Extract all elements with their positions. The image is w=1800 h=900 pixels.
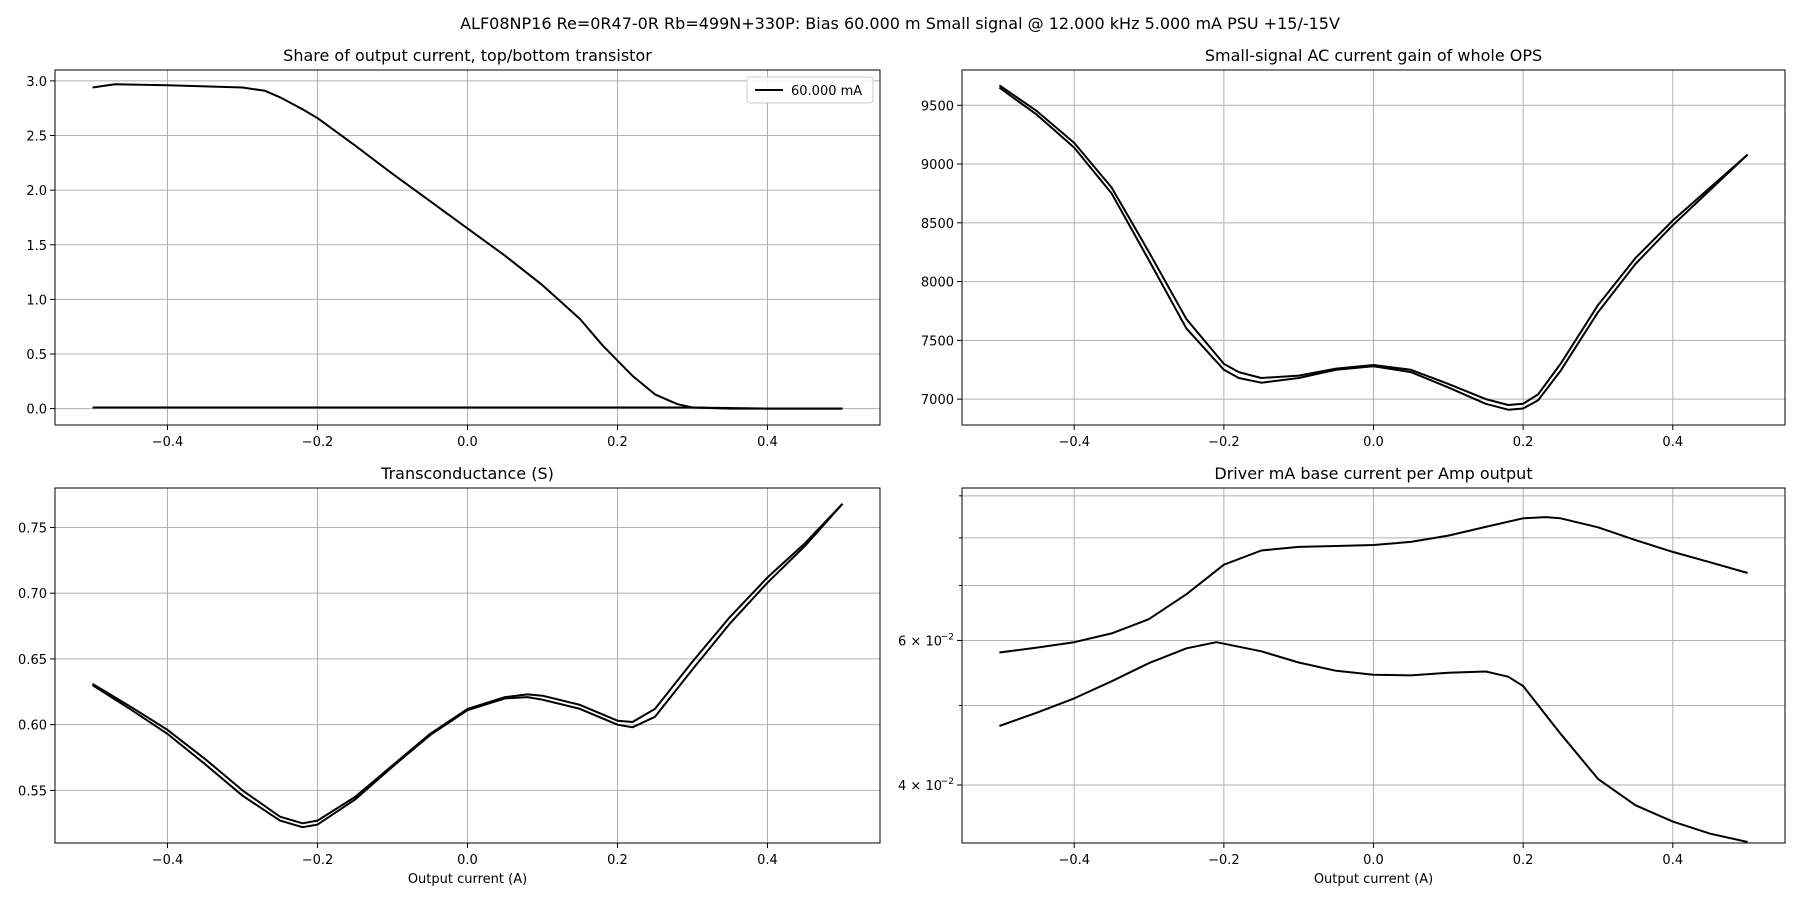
panel-share: −0.4 −0.2 0.0 0.2 0.4 0.0 0.5 1.0 1.5 2.0 2.5 3.0 Sh… xyxy=(26,46,881,450)
x-tick-label: 0.4 xyxy=(1662,435,1683,450)
x-tick-label: −0.2 xyxy=(1208,435,1240,450)
panel-title: Driver mA base current per Amp output xyxy=(1214,464,1532,483)
x-axis-label: Output current (A) xyxy=(1314,872,1433,887)
y-tick-label: 0.75 xyxy=(18,521,47,536)
y-tick-label: 0.70 xyxy=(18,587,47,602)
x-tick-label: 0.2 xyxy=(607,435,628,450)
y-tick-label: 8500 xyxy=(921,217,954,232)
x-tick-label: −0.2 xyxy=(302,853,334,868)
x-axis-label: Output current (A) xyxy=(408,872,527,887)
x-tick-label: −0.4 xyxy=(1058,853,1090,868)
y-tick-label: 0.65 xyxy=(18,653,47,668)
y-tick-label: 2.5 xyxy=(26,130,47,145)
x-tick-label: −0.4 xyxy=(152,435,184,450)
y-tick-label: 1.5 xyxy=(26,239,47,254)
series-line-gain-1 xyxy=(998,86,1749,411)
panel-title: Share of output current, top/bottom tran… xyxy=(283,46,652,65)
y-tick-exponent: −2 xyxy=(941,777,954,787)
series-line-driver-1 xyxy=(999,641,1748,843)
figure-suptitle: ALF08NP16 Re=0R47-0R Rb=499N+330P: Bias … xyxy=(460,14,1340,33)
y-tick-label: 4 × 10 xyxy=(898,779,942,794)
panel-title: Small-signal AC current gain of whole OP… xyxy=(1205,46,1542,65)
x-tick-label: −0.2 xyxy=(1208,853,1240,868)
x-tick-label: 0.0 xyxy=(1363,435,1384,450)
panel-gm: −0.4 −0.2 0.0 0.2 0.4 0.55 0.60 0.65 0.70 0.75 Tra… xyxy=(18,464,881,887)
series-line-share-1 xyxy=(92,406,843,410)
y-tick-label: 0.55 xyxy=(18,784,47,799)
series-line-gain-0 xyxy=(998,84,1749,406)
y-tick-exponent: −2 xyxy=(941,632,954,642)
x-tick-label: 0.2 xyxy=(1513,435,1534,450)
x-tick-label: −0.4 xyxy=(152,853,184,868)
y-tick-label: 8000 xyxy=(921,276,954,291)
panel-title: Transconductance (S) xyxy=(380,464,554,483)
y-tick-label: 7500 xyxy=(921,334,954,349)
y-tick-label: 0.60 xyxy=(18,719,47,734)
y-tick-label: 3.0 xyxy=(26,75,47,90)
legend-box xyxy=(746,76,874,104)
x-tick-label: −0.2 xyxy=(302,435,334,450)
series-line-share-0 xyxy=(92,83,843,410)
y-tick-label: 2.0 xyxy=(26,184,47,199)
series-line-driver-0 xyxy=(999,516,1748,654)
x-tick-label: −0.4 xyxy=(1058,435,1090,450)
y-tick-label: 7000 xyxy=(921,393,954,408)
y-tick-label: 6 × 10 xyxy=(898,634,942,649)
x-tick-label: 0.0 xyxy=(457,435,478,450)
y-tick-label: 0.0 xyxy=(26,403,47,418)
x-tick-label: 0.0 xyxy=(457,853,478,868)
x-tick-label: 0.4 xyxy=(757,853,778,868)
y-tick-label: 9500 xyxy=(921,99,954,114)
series-line-gm-1 xyxy=(91,503,844,829)
panel-driver: −0.4 −0.2 0.0 0.2 0.44 × 10−26 × 10−2Driver … xyxy=(898,464,1786,887)
y-tick-label: 9000 xyxy=(921,158,954,173)
x-tick-label: 0.0 xyxy=(1363,853,1384,868)
x-tick-label: 0.2 xyxy=(607,853,628,868)
x-tick-label: 0.2 xyxy=(1513,853,1534,868)
legend-entry: 60.000 mA xyxy=(791,84,862,99)
x-tick-label: 0.4 xyxy=(757,435,778,450)
x-tick-label: 0.4 xyxy=(1662,853,1683,868)
series-line-gm-0 xyxy=(91,503,844,825)
legend: 60.000 mA xyxy=(746,76,874,104)
y-tick-label: 1.0 xyxy=(26,293,47,308)
panel-gain: −0.4 −0.2 0.0 0.2 0.4 7000 7500 8000 8500 9000 950… xyxy=(921,46,1786,450)
y-tick-label: 0.5 xyxy=(26,348,47,363)
